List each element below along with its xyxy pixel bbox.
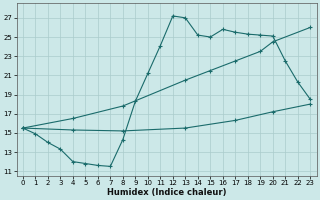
X-axis label: Humidex (Indice chaleur): Humidex (Indice chaleur) [107,188,226,197]
